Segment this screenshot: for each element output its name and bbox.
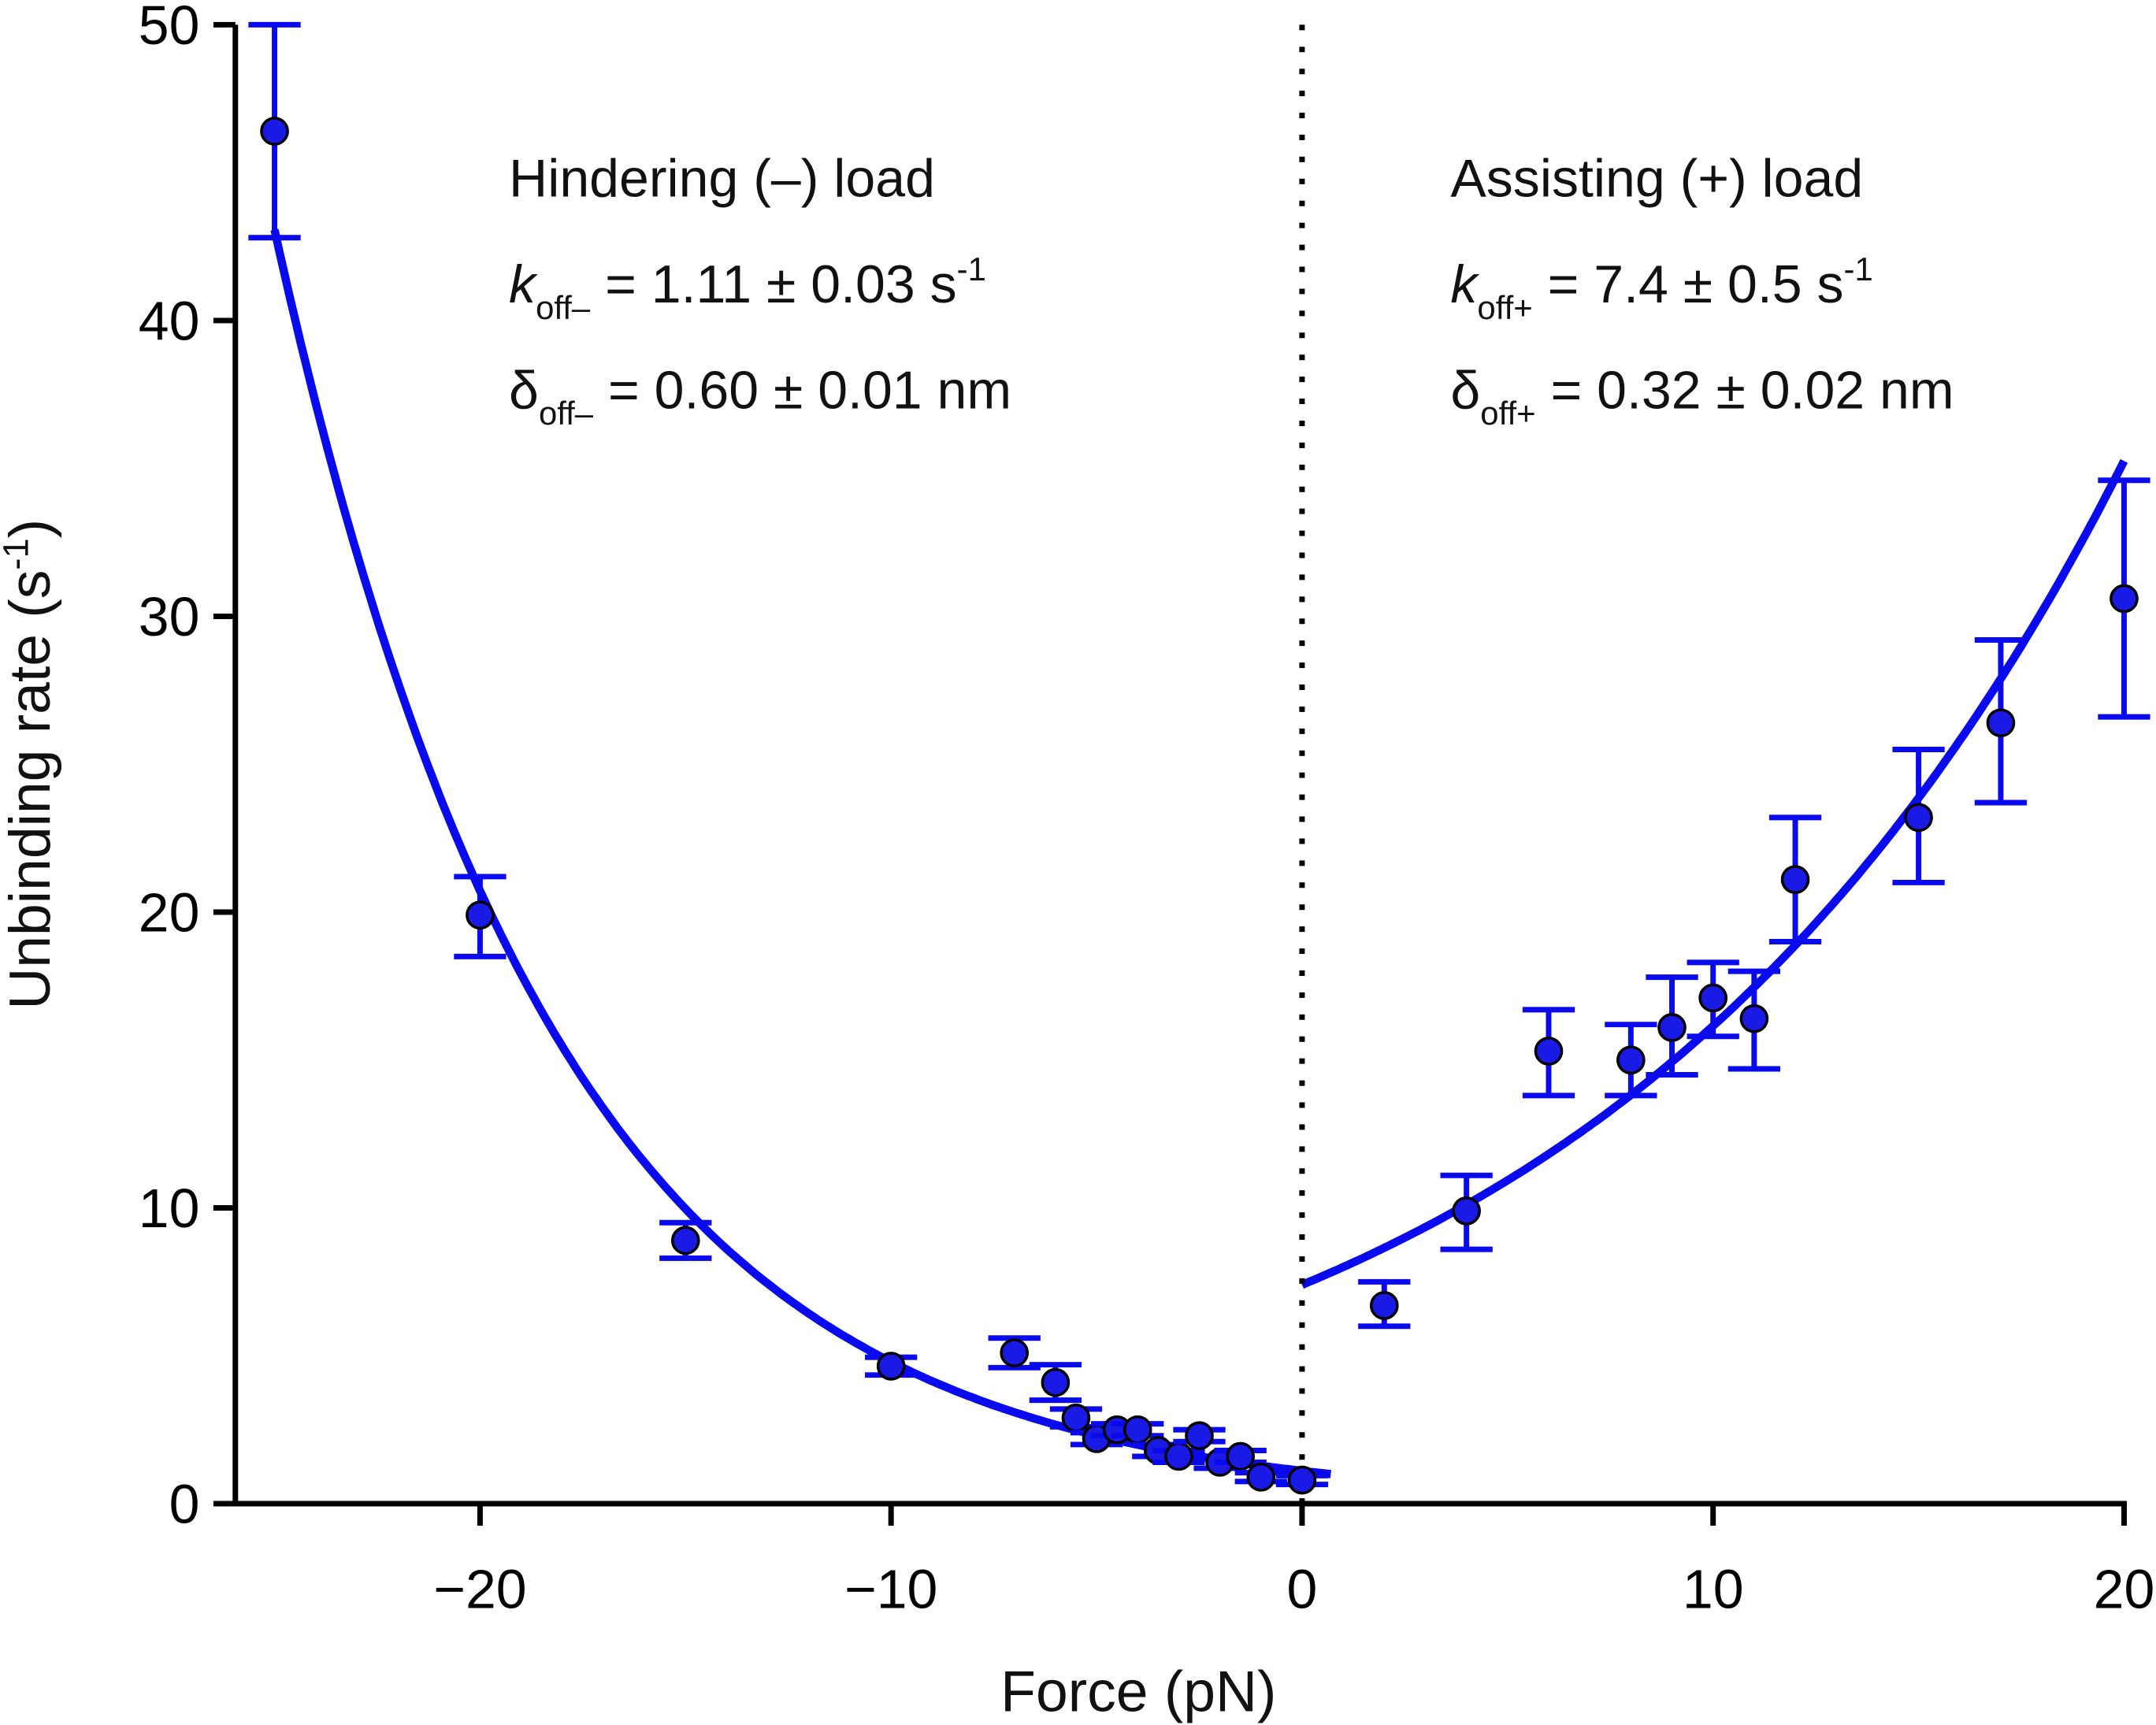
- data-point-group: [1768, 814, 1822, 945]
- data-point: [1000, 1338, 1030, 1367]
- data-point-group: [1892, 746, 1945, 885]
- y-tick-label: 0: [169, 1473, 200, 1534]
- x-tick-label: 0: [1287, 1559, 1318, 1620]
- assisting-title: Assisting (+) load: [1450, 149, 1863, 209]
- data-point-group: [865, 1352, 918, 1381]
- y-axis-label: Unbinding rate (s-1): [0, 519, 62, 1010]
- data-point: [1164, 1441, 1193, 1471]
- assisting-delta: δoff+ = 0.32 ± 0.02 nm: [1450, 360, 1954, 432]
- data-point: [1904, 803, 1933, 833]
- data-point-group: [1358, 1278, 1411, 1330]
- data-point: [1246, 1462, 1276, 1492]
- data-point: [1534, 1037, 1564, 1066]
- data-point-group: [248, 21, 301, 241]
- data-point: [2110, 584, 2139, 614]
- data-point: [1123, 1415, 1152, 1445]
- data-point-group: [1070, 1424, 1123, 1453]
- hindering-delta: δoff– = 0.60 ± 0.01 nm: [509, 360, 1011, 432]
- data-point: [1616, 1045, 1646, 1075]
- assisting-annotation: Assisting (+) load koff+ = 7.4 ± 0.5 s-1…: [1450, 149, 1954, 432]
- x-tick-label: 10: [1683, 1559, 1744, 1620]
- y-tick-label: 30: [139, 586, 200, 647]
- assisting-koff: koff+ = 7.4 ± 0.5 s-1: [1450, 250, 1872, 326]
- data-point-group: [1029, 1362, 1082, 1404]
- data-point-group: [988, 1335, 1041, 1371]
- x-tick-label: −20: [433, 1559, 526, 1620]
- data-point: [670, 1226, 700, 1256]
- hindering-annotation: Hindering (–) load koff– = 1.11 ± 0.03 s…: [509, 149, 1011, 432]
- data-point: [1061, 1403, 1091, 1433]
- x-tick-label: 20: [2094, 1559, 2155, 1620]
- data-point-group: [1111, 1415, 1164, 1445]
- data-point: [1657, 1013, 1687, 1042]
- axes: −20 −10 0 10 20 0 10 20 30 40 50: [139, 0, 2154, 1620]
- data-point-group: [1646, 974, 1698, 1078]
- data-point: [1287, 1465, 1317, 1495]
- data-point: [1185, 1421, 1214, 1451]
- data-point: [1698, 983, 1728, 1013]
- data-point: [1739, 1003, 1769, 1033]
- data-point-group: [1234, 1462, 1287, 1492]
- data-point: [466, 900, 495, 930]
- data-point: [1452, 1196, 1481, 1226]
- data-point-group: [454, 874, 507, 959]
- y-tick-label: 10: [139, 1178, 200, 1239]
- data-point: [1226, 1441, 1255, 1471]
- fit-curve-assisting: [1300, 458, 2128, 1289]
- data-point-group: [1974, 637, 2028, 806]
- data-point-group: [1173, 1421, 1226, 1451]
- x-axis-label: Force (pN): [1000, 1660, 1276, 1724]
- data-point-group: [2098, 477, 2150, 720]
- y-tick-label: 40: [139, 290, 200, 351]
- data-point-group: [1440, 1172, 1493, 1252]
- data-point-group: [1522, 1007, 1575, 1099]
- data-point: [1780, 865, 1810, 895]
- data-point-group: [1214, 1441, 1267, 1471]
- data-point: [1986, 708, 2016, 737]
- data-point-group: [1687, 959, 1739, 1040]
- y-tick-label: 50: [139, 0, 200, 56]
- data-point: [260, 117, 289, 146]
- y-tick-label: 20: [139, 881, 200, 943]
- data-point-group: [1275, 1465, 1329, 1495]
- data-point-group: [659, 1219, 712, 1261]
- data-point: [1041, 1367, 1071, 1397]
- hindering-koff: koff– = 1.11 ± 0.03 s-1: [509, 250, 986, 326]
- data-point-group: [1727, 968, 1781, 1072]
- data-point: [1369, 1291, 1399, 1320]
- data-point: [876, 1352, 906, 1381]
- x-tick-label: −10: [844, 1559, 937, 1620]
- data-point-group: [1605, 1022, 1657, 1099]
- hindering-title: Hindering (–) load: [509, 149, 935, 209]
- data-points: [248, 21, 2150, 1495]
